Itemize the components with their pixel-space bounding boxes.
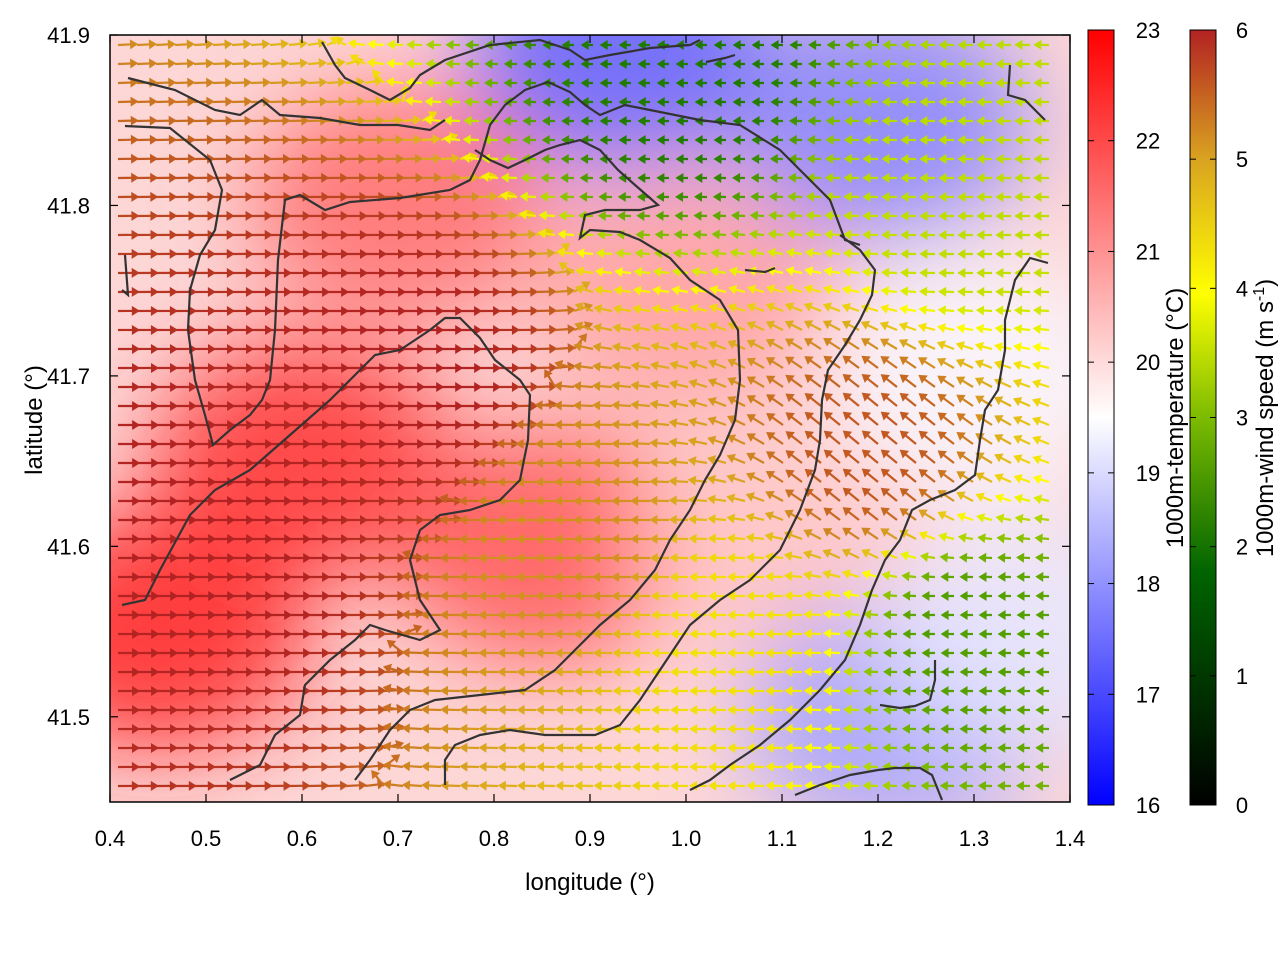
- wind-colorbar-label-main: 1000m-wind speed (m s: [1252, 301, 1279, 557]
- x-tick-label: 0.7: [383, 826, 414, 851]
- x-tick-label: 0.4: [95, 826, 126, 851]
- colorbar-tick-label: 4: [1236, 276, 1248, 301]
- colorbar-tick-label: 1: [1236, 664, 1248, 689]
- colorbar-tick-label: 22: [1136, 129, 1160, 154]
- plot-area: [8, 0, 1172, 837]
- colorbar-tick-label: 6: [1236, 18, 1248, 43]
- colorbar-tick-label: 23: [1136, 18, 1160, 43]
- colorbar-tick-label: 16: [1136, 793, 1160, 818]
- x-tick-label: 0.8: [479, 826, 510, 851]
- y-tick-label: 41.5: [47, 705, 90, 730]
- x-axis-title: longitude (°): [525, 869, 655, 896]
- x-tick-label: 1.4: [1055, 826, 1086, 851]
- colorbar-tick-label: 0: [1236, 793, 1248, 818]
- colorbar-tick-label: 21: [1136, 239, 1160, 264]
- x-tick-label: 1.2: [863, 826, 894, 851]
- temperature-colorbar-gradient: [1088, 30, 1114, 805]
- colorbar-tick-label: 3: [1236, 406, 1248, 431]
- colorbar-tick-label: 20: [1136, 350, 1160, 375]
- temperature-colorbar-label: 1000m-temperature (°C): [1162, 288, 1189, 548]
- x-tick-label: 1.1: [767, 826, 798, 851]
- colorbar-tick-label: 2: [1236, 535, 1248, 560]
- x-tick-label: 1.0: [671, 826, 702, 851]
- wind-colorbar: 0 1 2 3 4 5 6 1000m-wind speed (m s-1): [1190, 18, 1279, 818]
- colorbar-tick-label: 5: [1236, 147, 1248, 172]
- x-tick-label: 0.5: [191, 826, 222, 851]
- colorbar-tick-label: 19: [1136, 461, 1160, 486]
- wind-colorbar-label-end: ): [1252, 279, 1279, 287]
- x-tick-label: 0.9: [575, 826, 606, 851]
- x-tick-label: 0.6: [287, 826, 318, 851]
- y-axis-title: latitude (°): [21, 365, 48, 475]
- wind-colorbar-label: 1000m-wind speed (m s-1): [1251, 279, 1279, 557]
- x-tick-label: 1.3: [959, 826, 990, 851]
- y-tick-label: 41.7: [47, 364, 90, 389]
- colorbar-tick-label: 17: [1136, 682, 1160, 707]
- y-tick-label: 41.9: [47, 23, 90, 48]
- colorbar-tick-label: 18: [1136, 572, 1160, 597]
- y-tick-label: 41.8: [47, 193, 90, 218]
- wind-colorbar-label-sup: -1: [1251, 287, 1268, 301]
- temperature-colorbar: 16 17 18 19 20 21 22 23 1000m-temperature (°C): [1088, 18, 1189, 818]
- y-tick-label: 41.6: [47, 534, 90, 559]
